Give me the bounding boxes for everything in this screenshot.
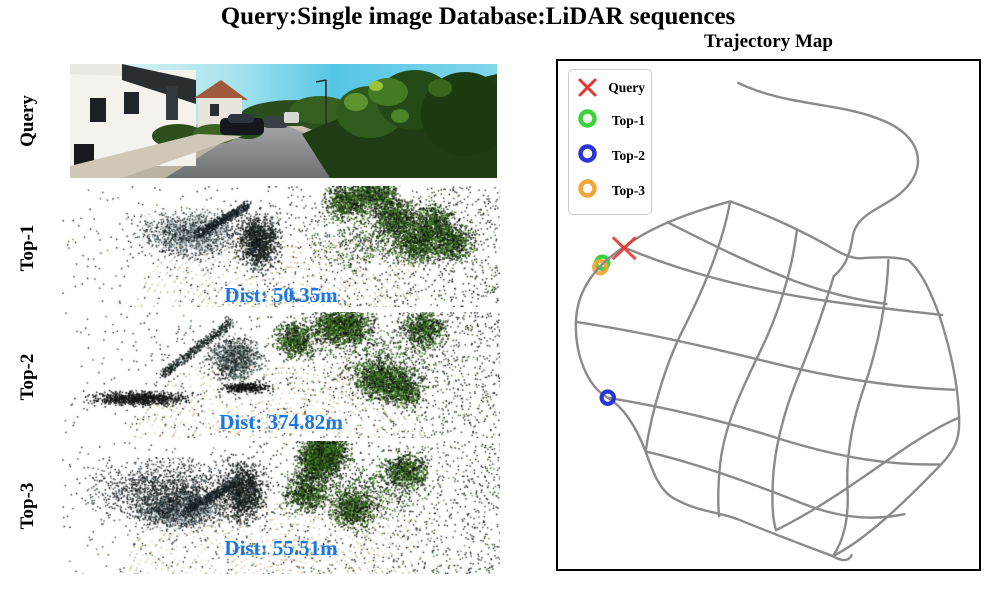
map-marker-query: [611, 236, 637, 261]
trajectory-map-title: Trajectory Map: [704, 31, 833, 52]
map-marker-top3: [592, 258, 609, 276]
top3-ring-icon: [578, 178, 597, 198]
map-marker-top2: [599, 389, 617, 406]
top3-pointcloud-image: [62, 441, 500, 574]
legend-item-top1: Top-1: [577, 108, 645, 134]
top1-ring-icon: [578, 109, 597, 128]
query-image-painting: [70, 64, 497, 178]
legend-label-top1: Top-1: [611, 113, 645, 129]
legend-item-query: Query: [577, 77, 645, 99]
top2-pointcloud-image: [62, 312, 500, 438]
top1-pointcloud-image: [62, 186, 500, 307]
legend-label-top3: Top-3: [611, 182, 645, 198]
legend-label-top2: Top-2: [611, 147, 645, 163]
trajectory-map: Query Top-1 Top-2 Top-3: [556, 59, 981, 571]
query-cross-icon: [578, 78, 597, 97]
road-network: [574, 81, 961, 562]
row-label-top3: Top-3: [17, 482, 38, 530]
map-legend: Query Top-1 Top-2 Top-3: [568, 69, 652, 216]
legend-label-query: Query: [608, 80, 645, 96]
row-label-top1: Top-1: [17, 224, 38, 272]
figure-title: Query:Single image Database:LiDAR sequen…: [220, 3, 736, 30]
top2-distance-label: Dist: 374.82m: [219, 410, 343, 434]
top3-distance-label: Dist: 55.51m: [224, 536, 338, 560]
trajectory-roads: [574, 81, 961, 562]
row-label-query: Query: [17, 95, 38, 147]
legend-item-top3: Top-3: [577, 178, 645, 204]
row-label-top2: Top-2: [17, 353, 38, 401]
top1-distance-label: Dist: 50.35m: [224, 283, 338, 307]
legend-item-top2: Top-2: [577, 143, 645, 169]
top2-ring-icon: [578, 144, 597, 163]
query-image: [70, 64, 497, 178]
